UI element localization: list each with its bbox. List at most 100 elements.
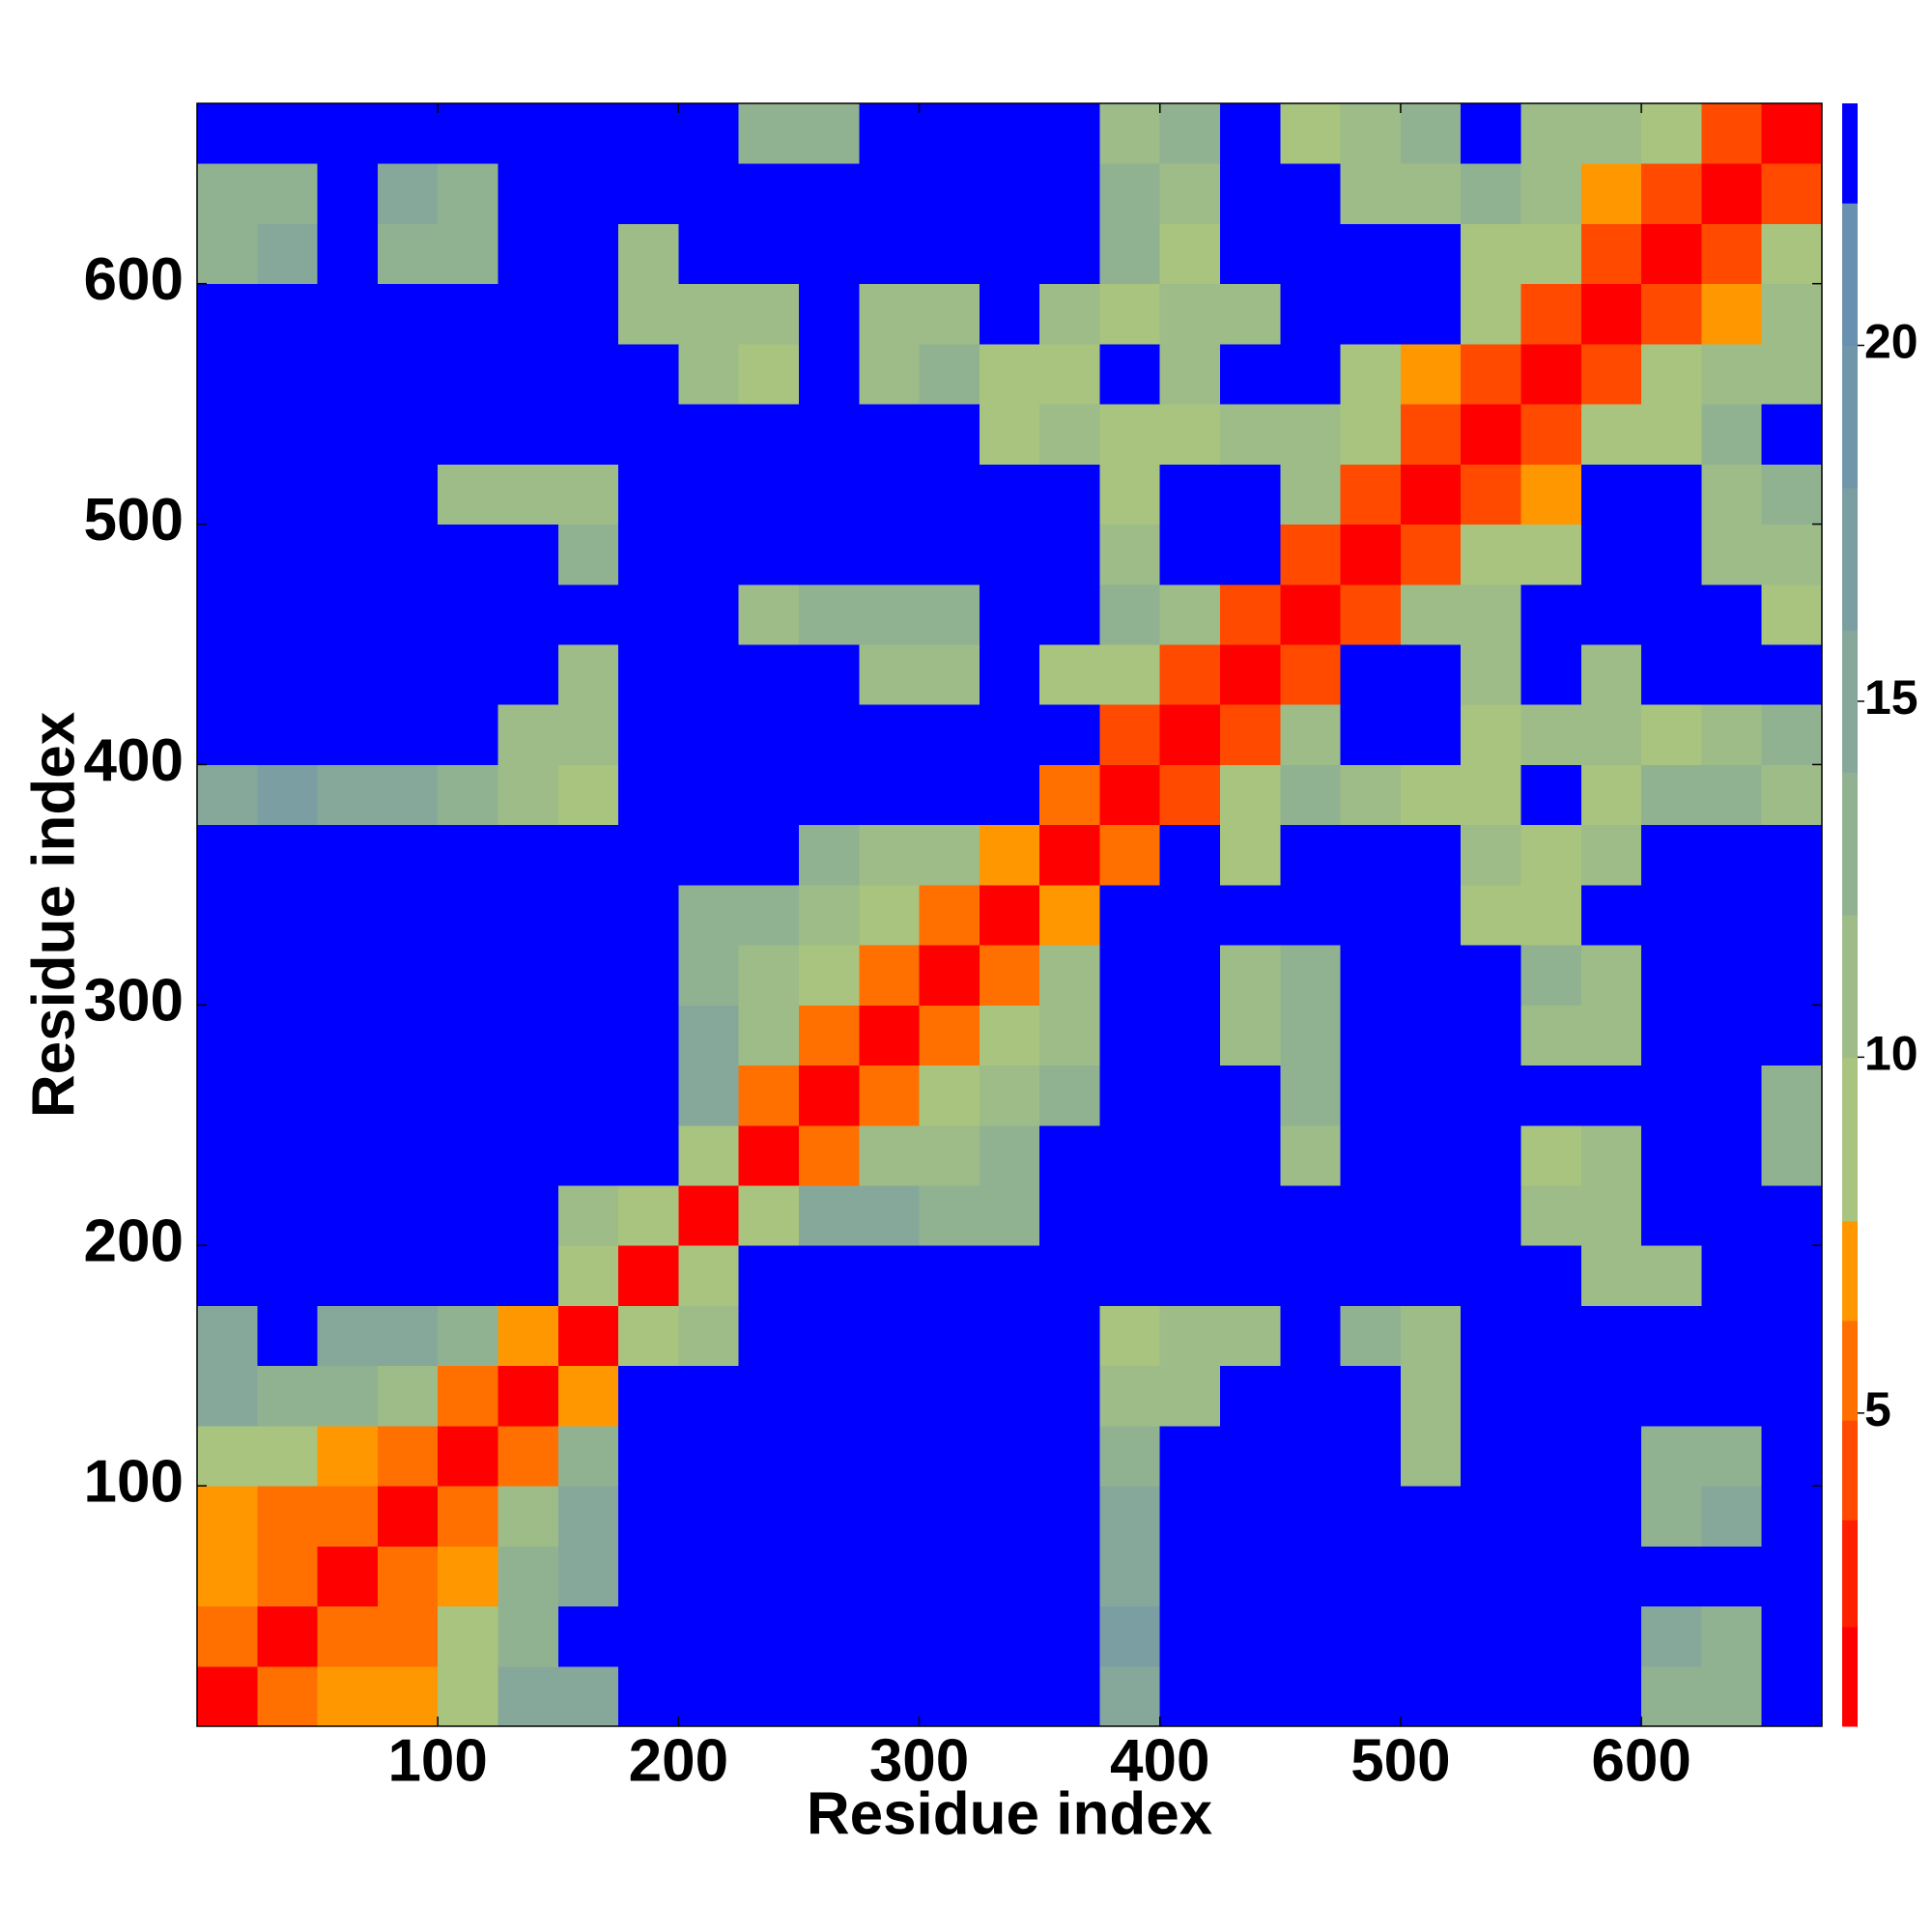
cell — [1520, 223, 1582, 285]
cell — [557, 644, 619, 705]
cell — [1701, 464, 1763, 526]
cell — [1580, 404, 1642, 465]
cell — [919, 1245, 980, 1306]
cell — [317, 1546, 379, 1607]
cell — [1340, 1005, 1402, 1066]
cell — [738, 704, 800, 765]
cell — [197, 1425, 258, 1487]
colorbar-step — [1842, 772, 1858, 916]
cell — [1461, 1305, 1522, 1367]
cell — [1520, 1065, 1582, 1126]
cell — [438, 223, 498, 285]
cell — [618, 583, 679, 645]
cell — [557, 1305, 619, 1367]
cell — [1280, 884, 1342, 946]
cell — [557, 283, 619, 345]
cell — [557, 1124, 619, 1186]
cell — [438, 1245, 498, 1306]
cell — [1761, 343, 1823, 405]
cell — [678, 524, 740, 585]
cell — [197, 704, 258, 765]
cell — [1039, 1546, 1100, 1607]
cell — [678, 1185, 740, 1246]
cell — [798, 1665, 860, 1727]
cell — [1461, 1185, 1522, 1246]
cell — [438, 1305, 498, 1367]
cell — [979, 1425, 1040, 1487]
cell — [979, 103, 1040, 164]
cell — [377, 884, 439, 946]
cell — [1280, 1005, 1342, 1066]
cell — [438, 1486, 498, 1547]
cell — [317, 1605, 379, 1667]
cell — [859, 824, 921, 886]
cell — [1761, 824, 1823, 886]
cell — [1400, 1245, 1462, 1306]
cell — [1701, 1185, 1763, 1246]
cell — [1340, 1185, 1402, 1246]
cell — [859, 1546, 921, 1607]
cell — [1099, 1665, 1161, 1727]
cell — [1701, 1605, 1763, 1667]
cell — [1099, 223, 1161, 285]
cell — [257, 283, 319, 345]
cell — [979, 1245, 1040, 1306]
cell — [438, 103, 498, 164]
cell — [1580, 1546, 1642, 1607]
cell — [1761, 1546, 1823, 1607]
cell — [497, 945, 559, 1006]
colorbar-step — [1842, 1057, 1858, 1222]
cell — [1159, 583, 1221, 645]
cell — [919, 343, 980, 405]
cell — [1159, 704, 1221, 765]
cell — [1340, 223, 1402, 285]
cell — [618, 1305, 679, 1367]
cell — [678, 1065, 740, 1126]
cell — [1580, 1124, 1642, 1186]
cell — [1761, 1486, 1823, 1547]
cell — [1280, 824, 1342, 886]
cell — [1340, 583, 1402, 645]
cell — [1220, 704, 1281, 765]
cell — [1641, 404, 1702, 465]
cell — [317, 583, 379, 645]
cell — [1220, 884, 1281, 946]
cell — [257, 1185, 319, 1246]
colorbar-step — [1842, 345, 1858, 489]
plot-frame — [196, 102, 1823, 1727]
cell — [1280, 1365, 1342, 1427]
cell — [497, 1486, 559, 1547]
cell — [979, 524, 1040, 585]
cell — [1580, 103, 1642, 164]
cell — [1701, 583, 1763, 645]
cell — [798, 1065, 860, 1126]
cell — [1520, 283, 1582, 345]
cell — [1580, 464, 1642, 526]
y-tick-label: 400 — [84, 727, 184, 794]
cell — [1159, 1185, 1221, 1246]
cell — [618, 945, 679, 1006]
cell — [1280, 1546, 1342, 1607]
cell — [257, 1486, 319, 1547]
x-tick-label: 500 — [1350, 1727, 1450, 1794]
cell — [919, 1665, 980, 1727]
cell — [1701, 1425, 1763, 1487]
cell — [1400, 223, 1462, 285]
cell — [1761, 404, 1823, 465]
cell — [1641, 1665, 1702, 1727]
cell — [557, 764, 619, 826]
cell — [1039, 103, 1100, 164]
cell — [197, 1546, 258, 1607]
cell — [1220, 1124, 1281, 1186]
cell — [1340, 1486, 1402, 1547]
cell — [678, 283, 740, 345]
cell — [438, 945, 498, 1006]
cell — [1280, 704, 1342, 765]
cell — [1280, 1185, 1342, 1246]
cell — [1039, 343, 1100, 405]
cell — [1220, 1305, 1281, 1367]
cell — [1340, 1425, 1402, 1487]
cell — [1340, 1365, 1402, 1427]
cell — [1280, 945, 1342, 1006]
cell — [859, 464, 921, 526]
